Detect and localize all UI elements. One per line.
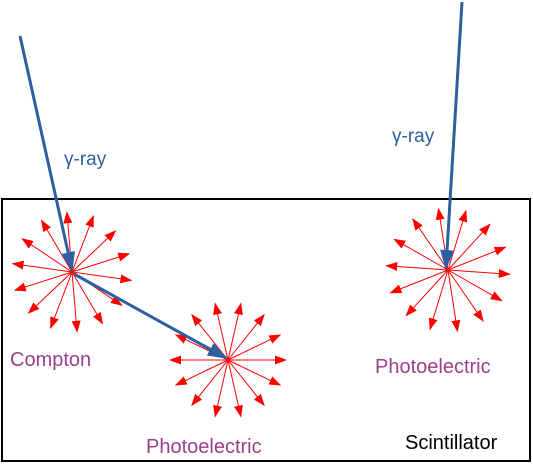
photon-arrow: [71, 271, 133, 284]
photon-arrow: [213, 359, 229, 418]
photon-arrow: [191, 359, 229, 407]
photoelectric-label-right: Photoelectric: [375, 356, 491, 378]
scintillator-box: [1, 198, 531, 462]
photon-arrow: [385, 261, 449, 271]
gamma-ray-label-right: γ-ray: [392, 126, 435, 147]
photon-arrow: [174, 359, 229, 386]
photon-arrow: [447, 246, 507, 271]
compton-scintillation-burst: [11, 211, 133, 333]
photon-arrow: [447, 269, 484, 322]
photon-arrow: [447, 269, 503, 302]
photon-arrow: [393, 238, 449, 271]
photon-arrow: [71, 271, 104, 325]
gamma-ray-right-incoming: [440, 1, 464, 270]
scintillator-label: Scintillator: [405, 432, 498, 454]
photon-arrow: [71, 252, 131, 273]
photon-arrow: [405, 269, 449, 317]
photon-arrow: [447, 223, 491, 271]
gamma-ray-label-left: γ-ray: [64, 149, 107, 170]
gamma-ray-scattered: [73, 272, 228, 360]
photon-arrow: [71, 214, 94, 273]
photon-arrow: [412, 218, 449, 271]
photon-arrow: [227, 359, 243, 418]
compton-label: Compton: [10, 349, 91, 371]
photon-arrow: [71, 230, 117, 273]
photon-arrow: [447, 209, 468, 271]
photon-arrow: [227, 302, 243, 361]
photon-arrow: [227, 359, 282, 386]
photon-arrow: [71, 271, 81, 333]
photon-arrow: [50, 271, 73, 330]
gamma-ray-left-incoming: [18, 35, 75, 272]
photoelectric-label-middle: Photoelectric: [146, 436, 262, 458]
photon-arrow: [13, 271, 73, 292]
photoelectric-burst-middle: [169, 302, 287, 418]
photon-arrow: [389, 269, 449, 294]
photon-arrow: [428, 269, 449, 331]
photon-arrow: [11, 260, 73, 273]
photon-arrow: [227, 313, 265, 361]
photon-arrow: [227, 359, 265, 407]
photon-arrow: [21, 238, 73, 273]
photon-arrow: [447, 269, 511, 279]
photon-arrow: [447, 269, 461, 333]
photon-arrow: [27, 271, 73, 314]
photon-arrow: [227, 334, 282, 361]
